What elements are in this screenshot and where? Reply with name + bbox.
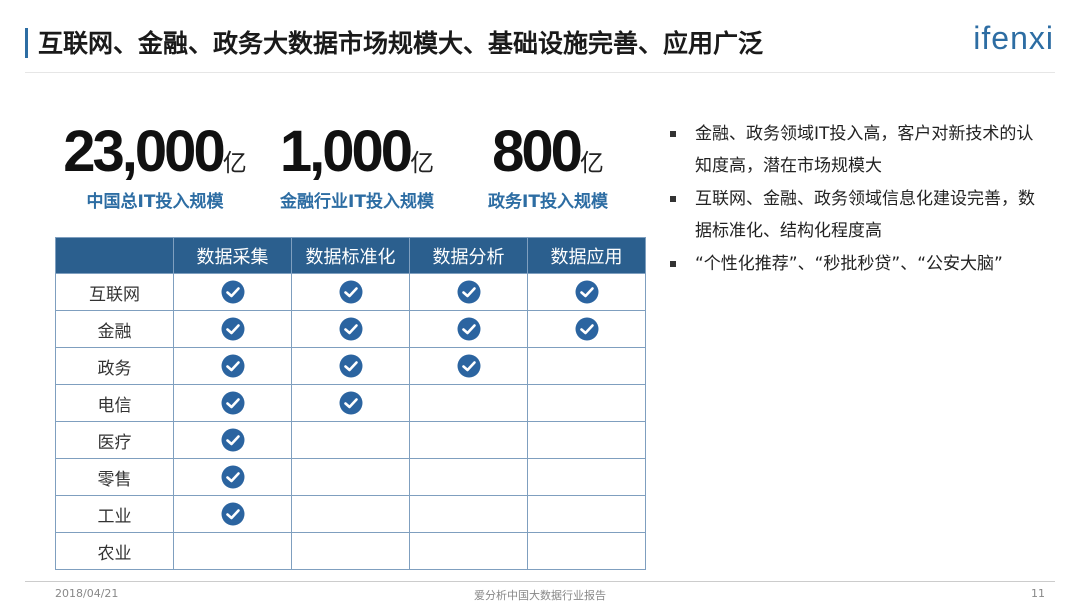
check-icon — [221, 502, 244, 526]
table-row: 电信 — [55, 384, 646, 422]
table-cell — [527, 347, 646, 385]
table-cell — [409, 421, 528, 459]
table-cell — [291, 273, 410, 311]
check-icon — [575, 280, 598, 304]
table-cell — [173, 458, 292, 496]
page-number: 11 — [1031, 587, 1045, 600]
row-label: 医疗 — [55, 421, 174, 459]
check-icon — [457, 354, 480, 378]
stat-value-line: 23,000亿 — [45, 118, 265, 185]
table-row: 金融 — [55, 310, 646, 348]
table-row: 互联网 — [55, 273, 646, 311]
row-label: 农业 — [55, 532, 174, 570]
header-rule — [25, 72, 1055, 73]
check-icon — [457, 280, 480, 304]
bullet-item: 金融、政务领域IT投入高，客户对新技术的认知度高，潜在市场规模大 — [670, 118, 1045, 182]
column-header: 数据标准化 — [291, 237, 410, 274]
table-cell — [409, 384, 528, 422]
stat-label: 中国总IT投入规模 — [86, 192, 224, 212]
bullet-item: “个性化推荐”、“秒批秒贷”、“公安大脑” — [670, 248, 1045, 280]
table-cell — [173, 384, 292, 422]
stat-label: 金融行业IT投入规模 — [280, 192, 434, 212]
table-cell — [173, 495, 292, 533]
header-row: 数据采集 数据标准化 数据分析 数据应用 — [55, 237, 646, 274]
corner-cell — [55, 237, 174, 274]
stat-value: 23,000 — [63, 119, 225, 184]
check-icon — [221, 317, 244, 341]
row-label: 金融 — [55, 310, 174, 348]
row-label: 零售 — [55, 458, 174, 496]
table-cell — [409, 495, 528, 533]
stat-value: 800 — [492, 119, 583, 184]
table-cell — [409, 347, 528, 385]
stat-value: 1,000 — [279, 119, 413, 184]
row-label: 工业 — [55, 495, 174, 533]
stat: 800亿政务IT投入规模 — [438, 118, 658, 212]
row-label: 电信 — [55, 384, 174, 422]
check-icon — [221, 465, 244, 489]
stat-value-line: 800亿 — [438, 118, 658, 185]
bullet-item: 互联网、金融、政务领域信息化建设完善，数据标准化、结构化程度高 — [670, 183, 1045, 247]
table-row: 零售 — [55, 458, 646, 496]
stat: 1,000亿金融行业IT投入规模 — [247, 118, 467, 212]
table-cell — [527, 421, 646, 459]
table-row: 医疗 — [55, 421, 646, 459]
table-cell — [409, 458, 528, 496]
table-cell — [291, 421, 410, 459]
table-cell — [527, 273, 646, 311]
check-icon — [339, 317, 362, 341]
check-icon — [339, 354, 362, 378]
table-cell — [173, 347, 292, 385]
logo: ifenxi — [973, 20, 1054, 56]
table-cell — [291, 310, 410, 348]
footer-date: 2018/04/21 — [55, 587, 119, 600]
column-header: 数据应用 — [527, 237, 646, 274]
bullet-list: 金融、政务领域IT投入高，客户对新技术的认知度高，潜在市场规模大 互联网、金融、政… — [670, 118, 1045, 281]
check-icon — [339, 280, 362, 304]
stat-unit: 亿 — [579, 149, 604, 177]
table-cell — [291, 384, 410, 422]
table-cell — [527, 384, 646, 422]
data-table: 数据采集 数据标准化 数据分析 数据应用 互联网 金融 政务 电信 医疗 零售 工业 农业 — [55, 237, 646, 570]
table-cell — [409, 310, 528, 348]
check-icon — [221, 428, 244, 452]
table-cell — [173, 310, 292, 348]
stat: 23,000亿中国总IT投入规模 — [45, 118, 265, 212]
row-label: 政务 — [55, 347, 174, 385]
check-icon — [457, 317, 480, 341]
title-bar — [25, 28, 28, 58]
table-cell — [291, 532, 410, 570]
stat-value-line: 1,000亿 — [247, 118, 467, 185]
table-cell — [291, 458, 410, 496]
table-cell — [173, 273, 292, 311]
table-row: 农业 — [55, 532, 646, 570]
column-header: 数据分析 — [409, 237, 528, 274]
slide-title: 互联网、金融、政务大数据市场规模大、基础设施完善、应用广泛 — [38, 29, 764, 58]
row-label: 互联网 — [55, 273, 174, 311]
table-row: 工业 — [55, 495, 646, 533]
stat-unit: 亿 — [410, 149, 435, 177]
table-cell — [291, 347, 410, 385]
check-icon — [221, 391, 244, 415]
table-row: 政务 — [55, 347, 646, 385]
check-icon — [575, 317, 598, 341]
check-icon — [221, 280, 244, 304]
stat-label: 政务IT投入规模 — [488, 192, 608, 212]
table-cell — [409, 273, 528, 311]
footer-rule — [25, 581, 1055, 582]
stat-unit: 亿 — [222, 149, 247, 177]
table-cell — [173, 532, 292, 570]
check-icon — [221, 354, 244, 378]
table-cell — [173, 421, 292, 459]
table-cell — [409, 532, 528, 570]
table-cell — [527, 310, 646, 348]
column-header: 数据采集 — [173, 237, 292, 274]
check-icon — [339, 391, 362, 415]
table-cell — [527, 532, 646, 570]
table-cell — [291, 495, 410, 533]
footer-source: 爱分析中国大数据行业报告 — [474, 589, 606, 602]
table-cell — [527, 458, 646, 496]
table-cell — [527, 495, 646, 533]
